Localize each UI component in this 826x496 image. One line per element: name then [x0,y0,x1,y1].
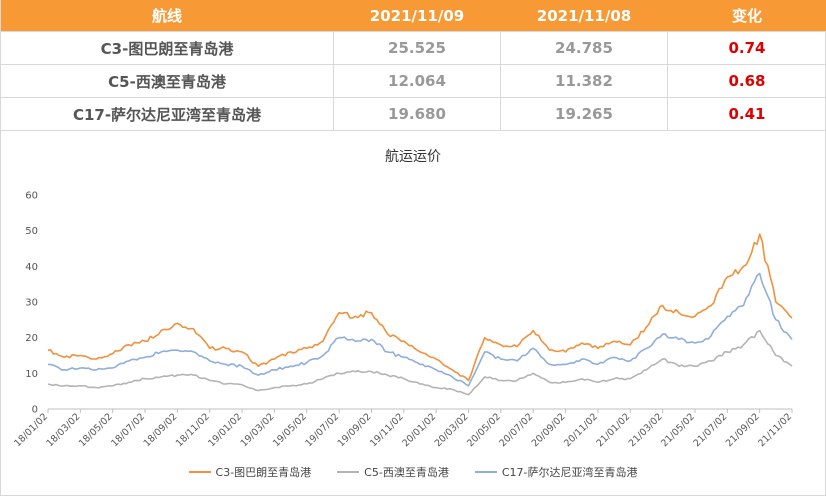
x-tick-label: 19/03/02 [239,411,277,449]
table-row: C17-萨尔达尼亚湾至青岛港 19.680 19.265 0.41 [0,97,826,131]
change-cell: 0.41 [667,97,826,131]
x-tick-label: 20/11/02 [562,411,600,449]
x-tick-label: 20/09/02 [530,411,568,449]
x-tick-label: 21/09/02 [724,411,762,449]
route-cell: C17-萨尔达尼亚湾至青岛港 [0,97,334,131]
y-tick-label: 0 [32,405,38,416]
x-tick-label: 19/09/02 [336,411,374,449]
x-tick-label: 21/03/02 [627,411,665,449]
chart-title: 航运运价 [385,149,441,165]
header-change: 变化 [667,0,826,32]
chart-legend: C3-图巴朗至青岛港 C5-西澳至青岛港 C17-萨尔达尼亚湾至青岛港 [0,464,826,480]
x-tick-label: 20/07/02 [497,411,535,449]
series-line-0 [47,233,793,382]
legend-swatch-c17 [474,471,497,473]
legend-item-c17: C17-萨尔达尼亚湾至青岛港 [474,464,638,480]
header-route: 航线 [0,0,334,32]
value-cell-date-2: 19.265 [500,97,668,131]
series-line-1 [47,329,793,396]
legend-label-c5: C5-西澳至青岛港 [364,466,449,479]
header-date-2: 2021/11/08 [500,0,668,32]
x-tick-label: 18/03/02 [45,411,83,449]
route-cell: C3-图巴朗至青岛港 [0,31,334,65]
x-tick-label: 19/11/02 [368,411,406,449]
y-tick-label: 30 [25,298,38,309]
legend-label-c17: C17-萨尔达尼亚湾至青岛港 [501,466,638,479]
x-tick-label: 18/01/02 [12,411,50,449]
x-tick-label: 20/01/02 [400,411,438,449]
x-tick-label: 19/07/02 [303,411,341,449]
header-date-1: 2021/11/09 [333,0,501,32]
value-cell-date-1: 25.525 [333,31,501,65]
x-tick-label: 21/11/02 [756,411,794,449]
x-tick-label: 20/05/02 [465,411,503,449]
x-tick-label: 21/05/02 [659,411,697,449]
legend-item-c5: C5-西澳至青岛港 [337,464,449,480]
legend-label-c3: C3-图巴朗至青岛港 [215,466,312,479]
x-tick-label: 18/05/02 [77,411,115,449]
x-tick-label: 19/01/02 [206,411,244,449]
x-tick-label: 18/09/02 [142,411,180,449]
x-tick-label: 19/05/02 [271,411,309,449]
x-tick-label: 21/01/02 [594,411,632,449]
x-tick-label: 18/07/02 [109,411,147,449]
legend-item-c3: C3-图巴朗至青岛港 [188,464,312,480]
legend-swatch-c5 [337,471,360,473]
y-tick-label: 10 [25,369,38,380]
x-tick-label: 18/11/02 [174,411,212,449]
y-tick-label: 40 [25,262,38,273]
value-cell-date-2: 24.785 [500,31,668,65]
legend-swatch-c3 [188,471,211,473]
value-cell-date-2: 11.382 [500,64,668,98]
series-line-2 [47,272,793,387]
change-cell: 0.68 [667,64,826,98]
x-tick-label: 21/07/02 [691,411,729,449]
y-tick-label: 50 [25,226,38,237]
freight-rate-table: 航线 2021/11/09 2021/11/08 变化 C3-图巴朗至青岛港 2… [0,0,826,131]
y-tick-label: 20 [25,333,38,344]
y-tick-label: 60 [25,191,38,202]
x-tick-label: 20/03/02 [433,411,471,449]
table-header-row: 航线 2021/11/09 2021/11/08 变化 [0,0,826,32]
